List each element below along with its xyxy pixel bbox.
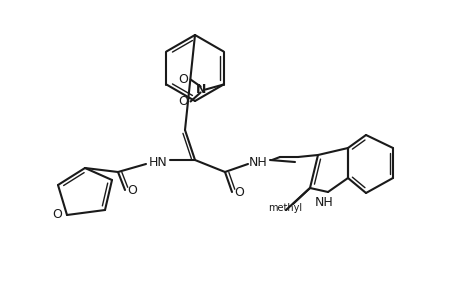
Text: N: N	[195, 83, 205, 96]
Text: methyl: methyl	[267, 203, 302, 213]
Text: HN: HN	[148, 155, 167, 169]
Text: NH: NH	[248, 155, 267, 169]
Text: O: O	[178, 95, 188, 108]
Text: O: O	[52, 208, 62, 221]
Text: O: O	[178, 73, 188, 86]
Text: O: O	[127, 184, 137, 196]
Text: NH: NH	[314, 196, 333, 208]
Text: O: O	[234, 185, 243, 199]
